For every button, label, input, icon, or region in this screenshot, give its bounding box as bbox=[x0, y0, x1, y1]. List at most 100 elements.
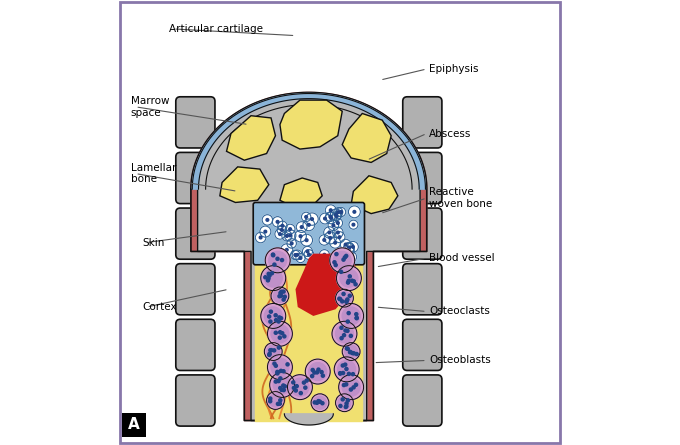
Circle shape bbox=[329, 209, 332, 211]
FancyBboxPatch shape bbox=[403, 375, 442, 426]
Circle shape bbox=[269, 251, 287, 269]
Circle shape bbox=[267, 277, 270, 280]
Circle shape bbox=[275, 229, 285, 239]
Circle shape bbox=[316, 401, 318, 405]
Circle shape bbox=[265, 269, 282, 287]
Text: A: A bbox=[128, 417, 140, 433]
Circle shape bbox=[334, 357, 359, 382]
Circle shape bbox=[311, 394, 329, 412]
Circle shape bbox=[330, 248, 355, 273]
Circle shape bbox=[351, 352, 354, 355]
Circle shape bbox=[279, 294, 283, 297]
FancyBboxPatch shape bbox=[176, 97, 215, 148]
Circle shape bbox=[345, 255, 347, 258]
Circle shape bbox=[269, 349, 272, 352]
Circle shape bbox=[341, 364, 344, 367]
Circle shape bbox=[342, 292, 345, 295]
Circle shape bbox=[271, 254, 275, 257]
Circle shape bbox=[270, 372, 294, 397]
Circle shape bbox=[337, 231, 339, 234]
Circle shape bbox=[332, 321, 357, 346]
Circle shape bbox=[289, 234, 292, 237]
Circle shape bbox=[280, 290, 283, 293]
Circle shape bbox=[333, 227, 343, 238]
Circle shape bbox=[292, 250, 302, 260]
Circle shape bbox=[317, 368, 320, 371]
Circle shape bbox=[344, 243, 347, 246]
Circle shape bbox=[335, 325, 354, 343]
Circle shape bbox=[271, 287, 289, 305]
Text: Epiphysis: Epiphysis bbox=[429, 64, 479, 74]
Circle shape bbox=[309, 363, 326, 380]
Polygon shape bbox=[192, 93, 426, 189]
Circle shape bbox=[265, 248, 290, 273]
Circle shape bbox=[311, 375, 313, 378]
Circle shape bbox=[339, 303, 364, 328]
Circle shape bbox=[305, 359, 330, 384]
Circle shape bbox=[342, 307, 360, 325]
Circle shape bbox=[345, 402, 348, 405]
Circle shape bbox=[334, 263, 337, 267]
Circle shape bbox=[274, 364, 277, 367]
Circle shape bbox=[318, 400, 322, 403]
Circle shape bbox=[347, 250, 350, 253]
Circle shape bbox=[264, 276, 267, 279]
Circle shape bbox=[265, 307, 282, 325]
Circle shape bbox=[281, 229, 283, 231]
Circle shape bbox=[282, 370, 285, 373]
Circle shape bbox=[342, 258, 345, 261]
Circle shape bbox=[266, 218, 269, 221]
Circle shape bbox=[271, 251, 281, 261]
Circle shape bbox=[276, 257, 279, 260]
Circle shape bbox=[274, 380, 277, 383]
Circle shape bbox=[287, 239, 296, 248]
Circle shape bbox=[354, 283, 357, 286]
Text: Blood vessel: Blood vessel bbox=[429, 253, 494, 263]
Polygon shape bbox=[296, 254, 358, 316]
Circle shape bbox=[343, 243, 354, 254]
Text: Reactive
woven bone: Reactive woven bone bbox=[429, 187, 492, 209]
Circle shape bbox=[268, 353, 271, 356]
Circle shape bbox=[273, 290, 286, 302]
Circle shape bbox=[289, 228, 292, 231]
Circle shape bbox=[339, 405, 342, 408]
Circle shape bbox=[345, 347, 348, 350]
Circle shape bbox=[339, 375, 364, 400]
Circle shape bbox=[333, 261, 336, 264]
Circle shape bbox=[296, 254, 299, 256]
FancyBboxPatch shape bbox=[176, 320, 215, 370]
Circle shape bbox=[335, 289, 354, 307]
Circle shape bbox=[343, 334, 345, 337]
Circle shape bbox=[269, 310, 273, 313]
Circle shape bbox=[339, 270, 343, 273]
Text: Marrow
space: Marrow space bbox=[131, 96, 169, 117]
Circle shape bbox=[345, 300, 348, 303]
Circle shape bbox=[299, 392, 303, 395]
FancyBboxPatch shape bbox=[403, 263, 442, 315]
Circle shape bbox=[349, 350, 352, 353]
Circle shape bbox=[341, 398, 344, 401]
Circle shape bbox=[262, 214, 273, 225]
Polygon shape bbox=[284, 414, 333, 425]
Circle shape bbox=[324, 232, 337, 244]
Circle shape bbox=[279, 317, 283, 320]
Circle shape bbox=[277, 225, 286, 235]
Circle shape bbox=[294, 231, 307, 242]
Circle shape bbox=[338, 396, 351, 409]
Circle shape bbox=[320, 371, 323, 374]
Polygon shape bbox=[351, 176, 398, 214]
Circle shape bbox=[260, 226, 271, 237]
Circle shape bbox=[335, 394, 354, 412]
Circle shape bbox=[313, 396, 326, 409]
Text: Osteoclasts: Osteoclasts bbox=[429, 307, 490, 316]
Circle shape bbox=[269, 400, 272, 403]
Polygon shape bbox=[342, 113, 391, 162]
Circle shape bbox=[269, 320, 272, 323]
Circle shape bbox=[337, 207, 345, 217]
Circle shape bbox=[278, 402, 282, 405]
Circle shape bbox=[348, 351, 352, 354]
Circle shape bbox=[328, 231, 330, 234]
Circle shape bbox=[321, 402, 324, 405]
Circle shape bbox=[347, 247, 350, 250]
Circle shape bbox=[261, 303, 286, 328]
